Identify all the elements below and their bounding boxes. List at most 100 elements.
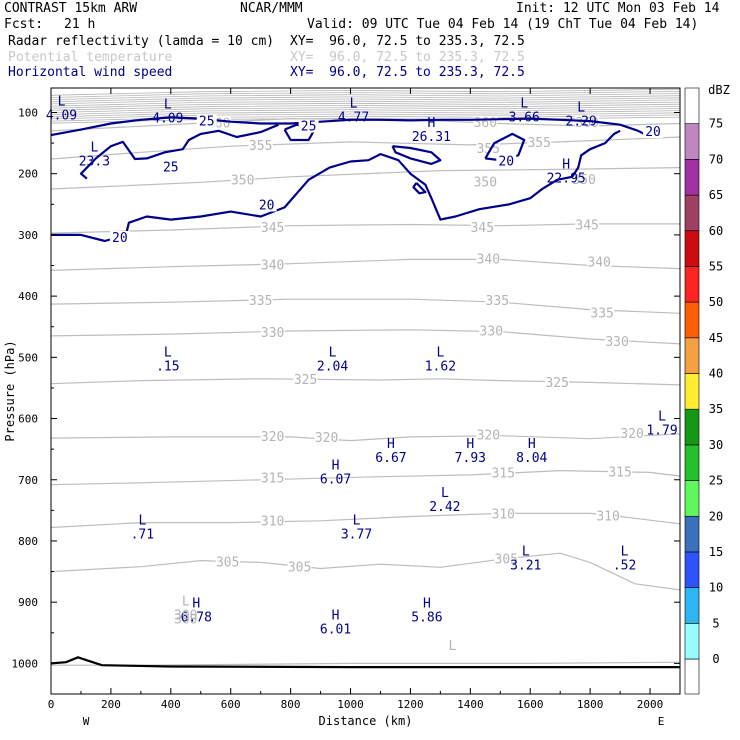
- colorbar-box: [684, 230, 700, 267]
- theta-label: 330: [605, 335, 628, 350]
- y-tick-label: 200: [18, 168, 38, 181]
- theta-label-bg: [248, 139, 273, 153]
- extremum-value: .15: [156, 359, 179, 374]
- extremum-value: 26.31: [412, 130, 451, 145]
- theta-label-bg: [314, 431, 339, 445]
- field-3-name: Horizontal wind speed: [8, 65, 173, 80]
- wind-label-bg: [196, 114, 217, 128]
- theta-label-bg: [479, 324, 504, 338]
- extremum-value: 1.79: [646, 424, 677, 439]
- colorbar-label: 0: [712, 652, 719, 666]
- y-tick-label: 500: [18, 351, 38, 364]
- wind-label: 20: [645, 125, 661, 140]
- colorbar-label: 50: [709, 295, 723, 309]
- theta-upper-line: [50, 97, 681, 105]
- extremum-value: 22.95: [547, 171, 586, 186]
- theta-label: 340: [261, 259, 284, 274]
- extremum-value: .71: [131, 528, 154, 543]
- extremum-high-marker: H: [423, 596, 431, 611]
- theta-upper-line: [50, 108, 681, 115]
- colorbar-box: [684, 515, 700, 553]
- wind-contour-25: [50, 116, 651, 138]
- field-2-name: Potential temperature: [8, 50, 173, 65]
- colorbar-box: [684, 658, 700, 695]
- theta-label: 300: [174, 612, 197, 627]
- surface-line: [50, 656, 680, 669]
- extremum-low-marker: L: [658, 410, 666, 425]
- field-1-name: Radar reflectivity (lamda = 10 cm): [8, 34, 275, 49]
- extremum-gray-value: 300: [174, 609, 197, 624]
- colorbar-label: 65: [709, 188, 723, 202]
- wind-label: 20: [498, 154, 514, 169]
- colorbar-label: 20: [709, 509, 723, 523]
- theta-label: 345: [471, 221, 494, 236]
- field-3-xy: XY= 96.0, 72.5 to 235.3, 72.5: [290, 65, 525, 80]
- extremum-value: 4.09: [152, 111, 183, 126]
- wind-label-bg: [109, 230, 130, 244]
- theta-upper-line: [50, 99, 681, 107]
- theta-label: 320: [620, 427, 643, 442]
- extremum-low-marker: L: [353, 514, 361, 529]
- extremum-high-marker: H: [562, 157, 570, 172]
- x-tick-label: 0: [48, 698, 55, 711]
- theta-label: 325: [545, 376, 568, 391]
- theta-label-bg: [260, 221, 285, 235]
- theta-upper-line: [50, 106, 681, 113]
- theta-contour-325: [50, 378, 681, 386]
- theta-label-bg: [575, 115, 600, 129]
- theta-label: 310: [596, 509, 619, 524]
- extremum-low-marker: L: [577, 101, 585, 116]
- theta-label: 320: [315, 431, 338, 446]
- theta-label: 345: [261, 221, 284, 236]
- theta-label-bg: [545, 376, 570, 390]
- theta-label-bg: [590, 306, 615, 320]
- colorbar-box: [684, 159, 700, 196]
- extremum-low-marker: L: [441, 486, 449, 501]
- theta-label-bg: [527, 136, 552, 150]
- wind-label: 25: [301, 120, 317, 135]
- x-tick-label: 1800: [577, 698, 604, 711]
- extremum-low-marker: L: [522, 544, 530, 559]
- theta-label-bg: [476, 428, 501, 442]
- theta-label: 355: [527, 136, 550, 151]
- theta-label: 335: [249, 294, 272, 309]
- extremum-high-marker: H: [332, 459, 340, 474]
- extremum-value: 2.29: [566, 115, 597, 130]
- theta-label: 315: [608, 465, 631, 480]
- theta-upper-line: [50, 110, 681, 118]
- theta-label: 350: [474, 175, 497, 190]
- wind-contour-20: [51, 129, 621, 243]
- theta-contour-340: [50, 258, 681, 271]
- theta-label: 350: [231, 173, 254, 188]
- theta-contour-355: [50, 136, 681, 160]
- colorbar-label: 55: [709, 259, 723, 273]
- theta-label: 355: [477, 142, 500, 157]
- theta-upper-line: [50, 103, 681, 111]
- x-tick-label: 400: [161, 698, 181, 711]
- theta-label-bg: [491, 507, 516, 521]
- extremum-value: 3.77: [341, 528, 372, 543]
- wind-contour-25: [79, 123, 280, 180]
- extremum-value: 3.66: [509, 110, 540, 125]
- colorbar-label: 25: [709, 474, 723, 488]
- y-tick-label: 1000: [12, 657, 39, 670]
- y-axis-label: Pressure (hPa): [3, 340, 17, 441]
- extremum-value: .52: [613, 558, 636, 573]
- theta-label-bg: [260, 514, 285, 528]
- theta-label-bg: [596, 509, 621, 523]
- colorbar-label: 10: [709, 581, 723, 595]
- theta-label: 350: [572, 173, 595, 188]
- extremum-value: 6.67: [375, 451, 406, 466]
- x-tick-label: 1600: [517, 698, 544, 711]
- y-tick-label: 900: [18, 596, 38, 609]
- extremum-high-marker: H: [427, 116, 435, 131]
- wind-contour-25: [283, 123, 316, 142]
- wind-label: 25: [163, 161, 179, 176]
- wind-label-bg: [643, 125, 664, 139]
- wind-contour-25: [412, 182, 427, 195]
- wind-label-bg: [298, 119, 319, 133]
- extremum-value: 2.42: [429, 500, 460, 515]
- colorbar-label: 45: [709, 331, 723, 345]
- colorbar-label: 70: [709, 152, 723, 166]
- theta-label: 335: [590, 306, 613, 321]
